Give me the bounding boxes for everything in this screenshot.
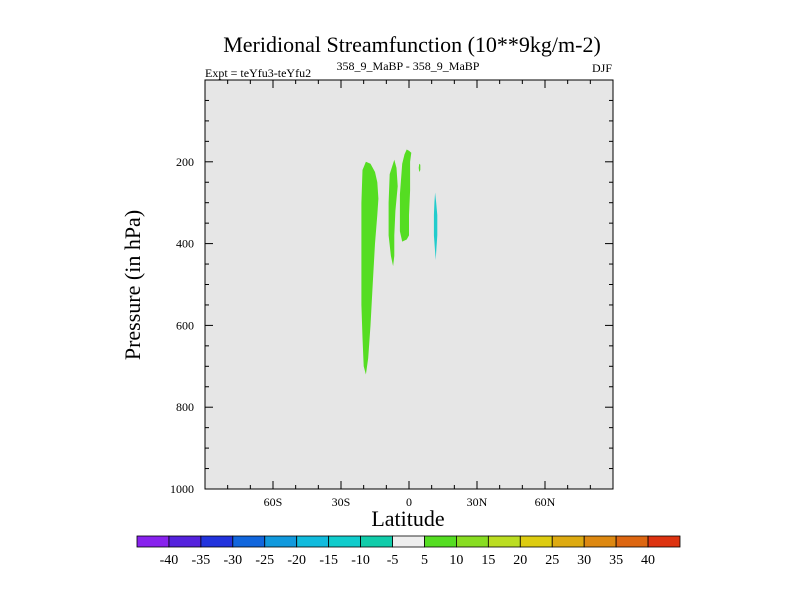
y-tick-label: 600 [176,318,194,332]
colorbar-swatch [551,535,585,548]
chart-title: Meridional Streamfunction (10**9kg/m-2) [223,32,601,57]
contour-region-positive-cell-3 [399,149,412,242]
colorbar-label: 40 [641,553,655,568]
colorbar-swatch [264,535,298,548]
plot-area [205,80,613,489]
x-tick-label: 60S [264,495,283,509]
colorbar-label: 10 [449,553,463,568]
contour-regions [361,149,438,375]
y-tick-label: 1000 [170,482,194,496]
colorbar-label: -10 [351,553,370,568]
contour-region-positive-cell-4 [418,163,421,172]
period-label: 358_9_MaBP - 358_9_MaBP [337,59,480,73]
colorbar-swatch [232,535,266,548]
x-tick-label: 60N [535,495,556,509]
colorbar-swatch [519,535,553,548]
colorbar-swatch [583,535,617,548]
colorbar-swatch [456,535,489,548]
colorbar-swatch [200,535,234,548]
colorbar-swatch [168,535,202,548]
season-label: DJF [592,61,612,75]
colorbar-swatch [136,535,170,548]
colorbar-label: -25 [255,553,274,568]
colorbar-label: -30 [223,553,242,568]
colorbar-label: 30 [577,553,591,568]
colorbar-label: -40 [160,553,179,568]
x-axis-label: Latitude [371,506,444,531]
contour-region-positive-cell-1 [361,161,379,375]
colorbar-swatch [487,535,521,548]
colorbar-label: 25 [545,553,559,568]
contour-region-negative-cell-1 [433,192,438,260]
colorbar-label: 35 [609,553,623,568]
colorbar-label: -15 [319,553,338,568]
y-tick-label: 400 [176,237,194,251]
contour-region-positive-cell-2 [388,159,398,267]
colorbar-swatch [424,535,457,548]
experiment-label: Expt = teYfu3-teYfu2 [205,66,311,80]
colorbar-label: -35 [192,553,211,568]
colorbar-swatch [392,535,425,548]
colorbar: -40 -35 -30 -25 -20 -15 -10 -5 5 10 15 20 25 30 35 40 [136,535,681,568]
colorbar-label: 20 [513,553,527,568]
colorbar-swatch [360,535,393,548]
x-tick-label: 0 [406,495,412,509]
colorbar-swatch [296,535,330,548]
x-tick-label: 30N [467,495,488,509]
colorbar-label: 15 [481,553,495,568]
y-tick-label: 800 [176,400,194,414]
colorbar-swatch [615,535,649,548]
colorbar-label: -5 [387,553,399,568]
x-tick-label: 30S [332,495,351,509]
colorbar-label: 5 [421,553,428,568]
colorbar-swatch [647,535,681,548]
colorbar-label: -20 [287,553,306,568]
y-axis-label: Pressure (in hPa) [120,210,145,360]
axis-ticks: 60S 30S 0 30N 60N 200 400 600 800 1000 [170,79,614,509]
y-tick-label: 200 [176,155,194,169]
colorbar-swatch [328,535,361,548]
